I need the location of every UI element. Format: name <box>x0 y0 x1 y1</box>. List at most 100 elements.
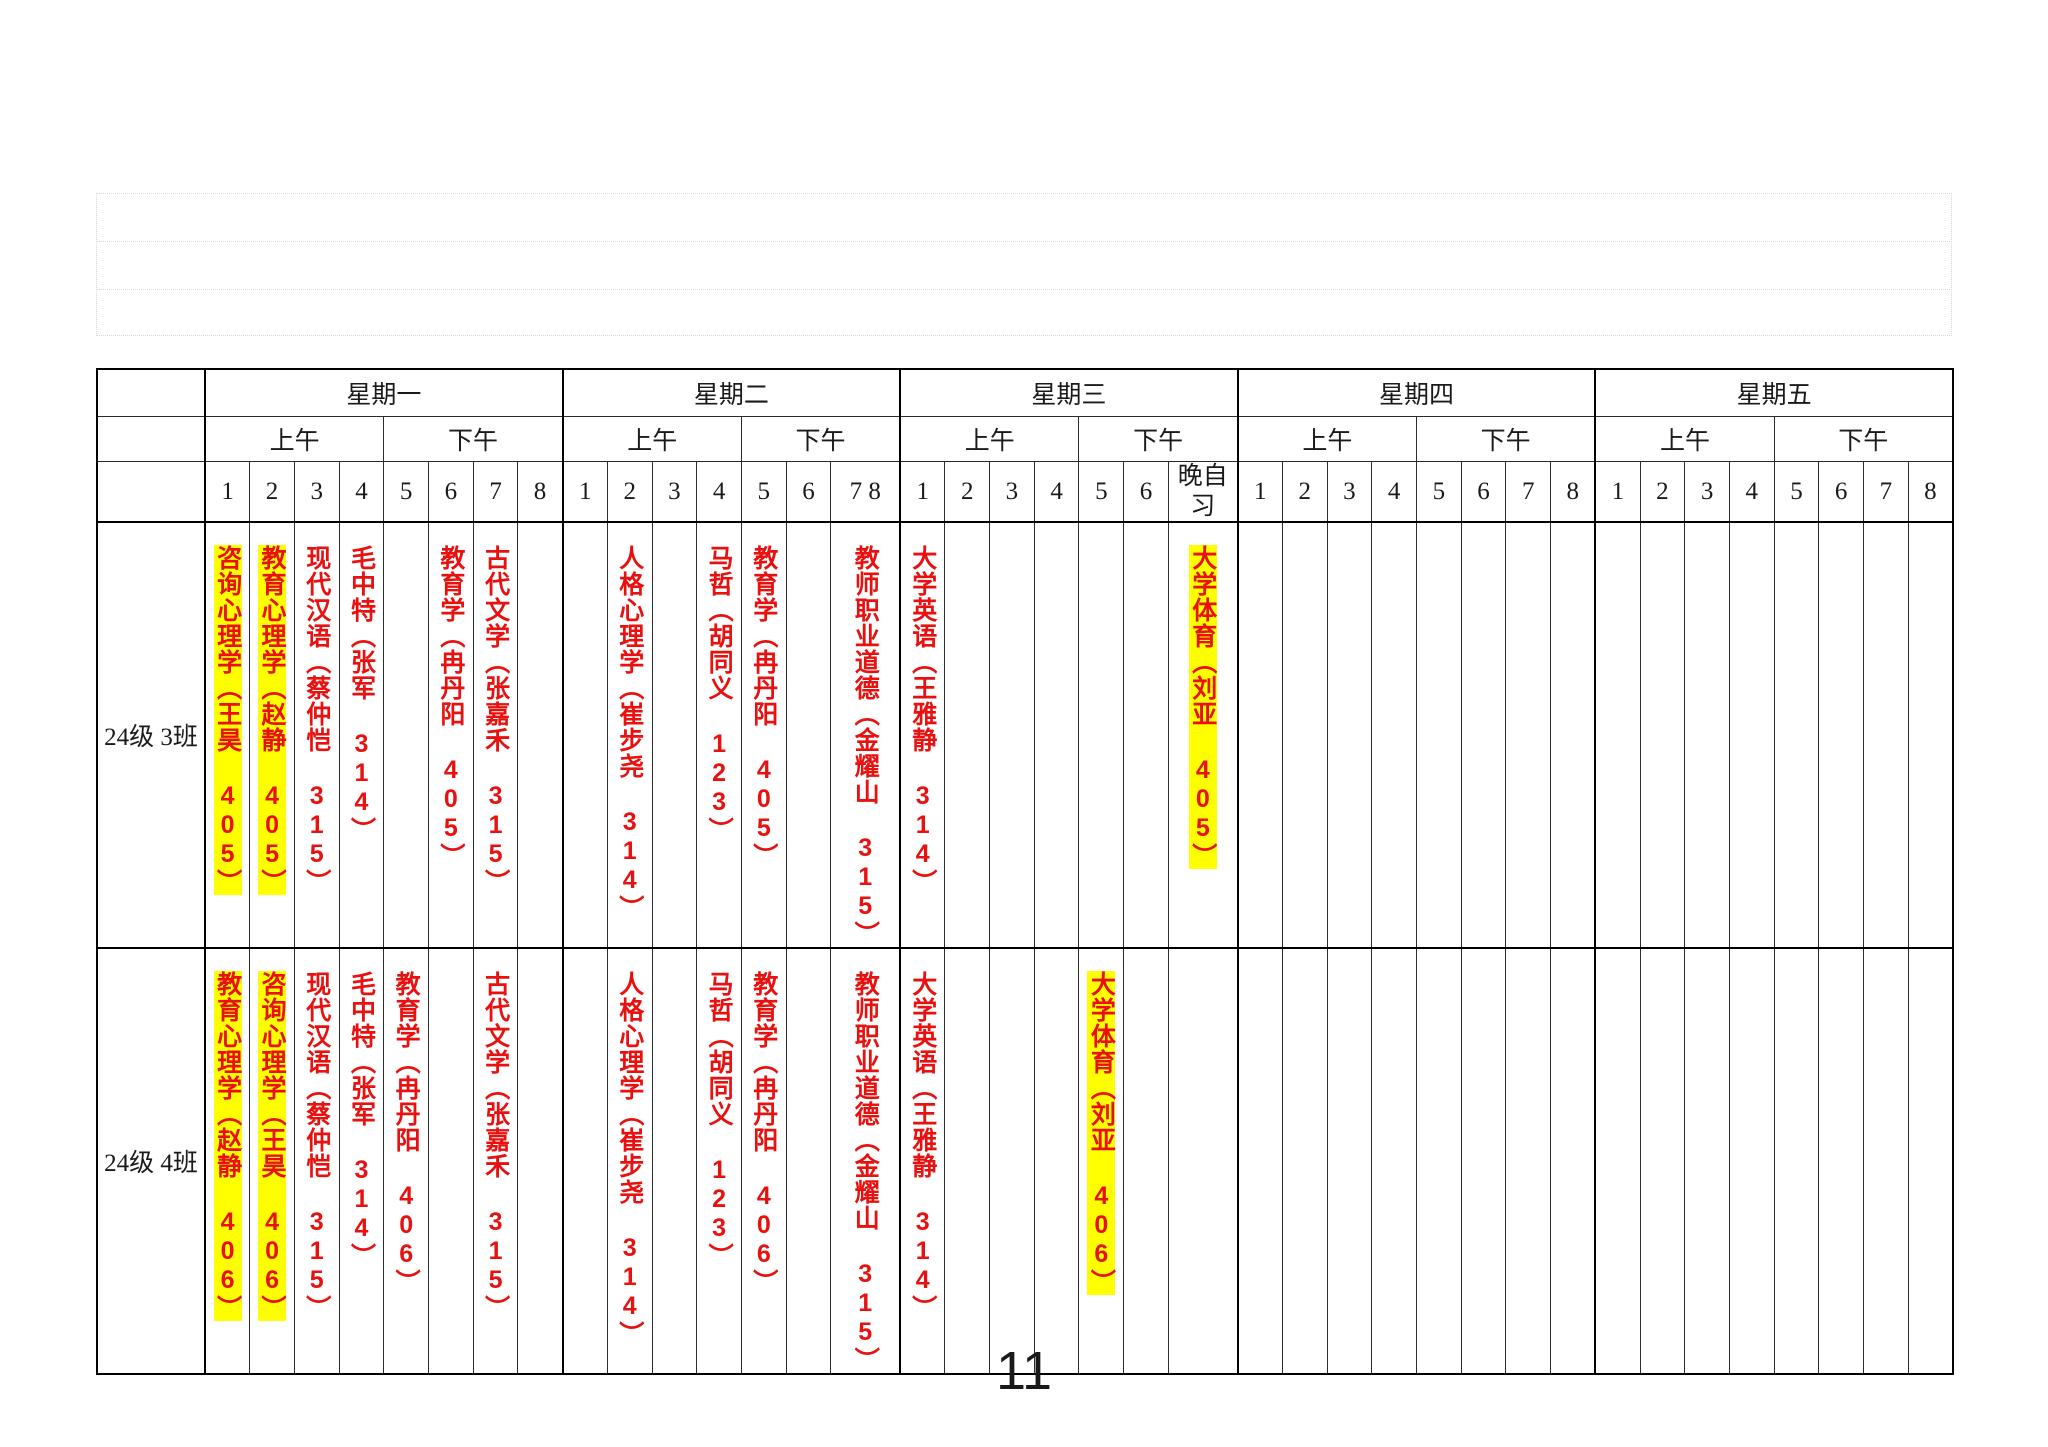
period-cell-4-5: 5 <box>1415 461 1462 523</box>
course-text: 人格心理学（崔步尧 314） <box>615 545 644 921</box>
course-cell[interactable] <box>1863 521 1909 949</box>
period-cell-3-5: 5 <box>1078 461 1125 523</box>
course-cell[interactable]: 教育学（冉丹阳 406） <box>740 947 787 1375</box>
course-cell[interactable] <box>1684 947 1730 1375</box>
course-cell[interactable] <box>1728 947 1775 1375</box>
course-cell[interactable]: 马哲（胡同义 123） <box>696 521 742 949</box>
course-cell[interactable]: 古代文学（张嘉禾 315） <box>472 947 519 1375</box>
course-cell[interactable] <box>1236 947 1283 1375</box>
course-cell[interactable] <box>1773 947 1820 1375</box>
course-cell[interactable] <box>517 947 564 1375</box>
course-cell[interactable] <box>1594 947 1641 1375</box>
course-cell[interactable] <box>989 521 1035 949</box>
course-cell[interactable]: 大学体育（刘亚 405） <box>1167 521 1239 949</box>
course-cell[interactable] <box>1460 947 1507 1375</box>
course-cell[interactable]: 人格心理学（崔步尧 314） <box>606 947 653 1375</box>
course-cell[interactable] <box>1818 521 1865 949</box>
course-cell[interactable] <box>1818 947 1865 1375</box>
course-cell[interactable] <box>1684 521 1730 949</box>
course-cell[interactable] <box>1550 521 1596 949</box>
course-cell[interactable] <box>428 947 474 1375</box>
course-cell[interactable] <box>1371 521 1417 949</box>
page-number: 11 <box>995 1341 1053 1401</box>
period-cell-3-2: 2 <box>944 461 991 523</box>
course-cell[interactable] <box>1123 521 1169 949</box>
course-cell[interactable] <box>651 947 698 1375</box>
course-cell[interactable] <box>785 521 832 949</box>
course-cell[interactable]: 咨询心理学（王昊 405） <box>204 521 251 949</box>
course-cell[interactable] <box>1281 947 1328 1375</box>
course-cell[interactable] <box>561 521 608 949</box>
course-text: 人格心理学（崔步尧 314） <box>615 971 644 1347</box>
course-cell[interactable]: 大学英语（王雅静 314） <box>899 947 946 1375</box>
course-cell[interactable]: 毛中特（张军 314） <box>338 521 385 949</box>
course-cell[interactable]: 人格心理学（崔步尧 314） <box>606 521 653 949</box>
course-cell[interactable] <box>1460 521 1507 949</box>
course-cell[interactable]: 马哲（胡同义 123） <box>696 947 742 1375</box>
course-cell[interactable] <box>989 947 1035 1375</box>
course-cell[interactable]: 教育学（冉丹阳 405） <box>740 521 787 949</box>
period-cell-2-7-8: 7 8 <box>830 461 901 523</box>
course-cell[interactable]: 毛中特（张军 314） <box>338 947 385 1375</box>
course-cell[interactable] <box>1167 947 1239 1375</box>
course-cell[interactable] <box>944 947 991 1375</box>
course-cell[interactable] <box>1863 947 1909 1375</box>
day-header-4: 星期四 <box>1236 368 1596 417</box>
course-cell[interactable]: 教师职业道德（金耀山 315） <box>830 947 901 1375</box>
course-cell[interactable] <box>1907 947 1954 1375</box>
course-cell[interactable]: 现代汉语（蔡仲恺 315） <box>293 521 340 949</box>
course-cell[interactable] <box>1078 521 1125 949</box>
period-cell-5-2: 2 <box>1639 461 1686 523</box>
course-cell[interactable]: 教育心理学（赵静 405） <box>249 521 295 949</box>
course-cell[interactable]: 现代汉语（蔡仲恺 315） <box>293 947 340 1375</box>
period-cell-2-6: 6 <box>785 461 832 523</box>
course-cell[interactable] <box>517 521 564 949</box>
course-text: 大学英语（王雅静 314） <box>908 545 937 895</box>
period-cell-5-8: 8 <box>1907 461 1954 523</box>
course-cell[interactable] <box>1326 947 1373 1375</box>
day-header-3: 星期三 <box>899 368 1239 417</box>
course-cell[interactable]: 教育心理学（赵静 406） <box>204 947 251 1375</box>
course-cell[interactable] <box>651 521 698 949</box>
period-cell-3-6: 6 <box>1123 461 1169 523</box>
course-text: 毛中特（张军 314） <box>347 545 376 843</box>
course-cell[interactable] <box>1639 521 1686 949</box>
course-cell[interactable] <box>1773 521 1820 949</box>
period-cell-3-晚自习: 晚自习 <box>1167 461 1239 523</box>
course-cell[interactable]: 教育学（冉丹阳 405） <box>428 521 474 949</box>
period-header-blank <box>96 461 206 523</box>
half-header-4-afternoon: 下午 <box>1415 416 1596 462</box>
course-cell[interactable]: 教师职业道德（金耀山 315） <box>830 521 901 949</box>
course-cell[interactable] <box>1123 947 1169 1375</box>
course-cell[interactable]: 古代文学（张嘉禾 315） <box>472 521 519 949</box>
course-cell[interactable] <box>944 521 991 949</box>
course-cell[interactable] <box>1505 947 1552 1375</box>
course-cell[interactable] <box>1033 947 1080 1375</box>
period-cell-1-1: 1 <box>204 461 251 523</box>
course-cell[interactable] <box>1594 521 1641 949</box>
day-header-1: 星期一 <box>204 368 564 417</box>
course-cell[interactable] <box>561 947 608 1375</box>
half-header-2-morning: 上午 <box>561 416 742 462</box>
course-cell[interactable] <box>1415 947 1462 1375</box>
course-cell[interactable] <box>1236 521 1283 949</box>
course-cell[interactable] <box>1639 947 1686 1375</box>
course-cell[interactable] <box>1371 947 1417 1375</box>
course-cell[interactable]: 大学体育（刘亚 406） <box>1078 947 1125 1375</box>
course-cell[interactable] <box>1326 521 1373 949</box>
course-cell[interactable] <box>1281 521 1328 949</box>
course-cell[interactable] <box>1033 521 1080 949</box>
course-cell[interactable] <box>1505 521 1552 949</box>
course-cell[interactable]: 咨询心理学（王昊 406） <box>249 947 295 1375</box>
page-guide-lines <box>96 193 1952 336</box>
course-cell[interactable] <box>1415 521 1462 949</box>
course-text: 大学英语（王雅静 314） <box>908 971 937 1321</box>
course-cell[interactable]: 教育学（冉丹阳 406） <box>383 947 430 1375</box>
course-cell[interactable] <box>1907 521 1954 949</box>
course-cell[interactable] <box>1728 521 1775 949</box>
course-cell[interactable] <box>785 947 832 1375</box>
course-cell[interactable] <box>383 521 430 949</box>
course-cell[interactable] <box>1550 947 1596 1375</box>
course-cell[interactable]: 大学英语（王雅静 314） <box>899 521 946 949</box>
